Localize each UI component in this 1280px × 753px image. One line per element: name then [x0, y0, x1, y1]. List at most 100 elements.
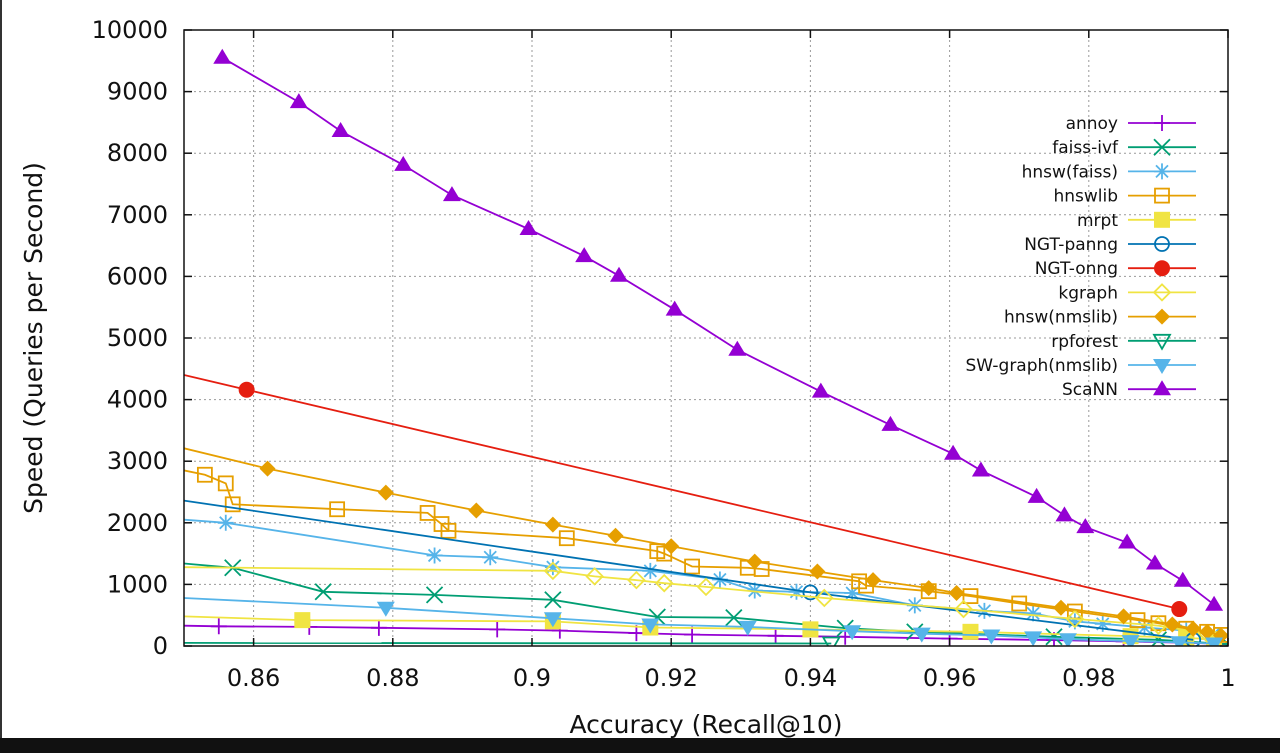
- series-line: [184, 642, 832, 645]
- legend-label: NGT-onng: [1035, 259, 1118, 279]
- legend-entry: hnsw(faiss): [1022, 162, 1196, 182]
- legend-marker: [1152, 283, 1172, 302]
- legend-marker: [1154, 187, 1170, 204]
- data-point: [843, 625, 862, 641]
- data-point: [665, 300, 684, 316]
- data-point: [376, 601, 395, 617]
- series-rpforest: [184, 636, 841, 646]
- data-point: [802, 584, 819, 601]
- grid: [184, 30, 1228, 646]
- legend-label: hnswlib: [1053, 187, 1118, 207]
- frame-bottom-bar: [0, 738, 1280, 753]
- legend-marker: [1154, 236, 1170, 252]
- data-point: [641, 618, 660, 634]
- data-point: [628, 625, 645, 642]
- data-point: [213, 48, 232, 64]
- data-point: [294, 612, 311, 629]
- legend-marker: [1153, 359, 1171, 374]
- y-tick-label: 10000: [92, 16, 168, 44]
- y-tick-label: 5000: [107, 324, 168, 352]
- data-point: [370, 619, 387, 636]
- data-point: [1076, 518, 1095, 534]
- y-tick-label: 6000: [107, 262, 168, 290]
- series-line: [184, 566, 1208, 635]
- data-point: [1027, 487, 1046, 503]
- data-point: [1045, 628, 1063, 646]
- frame-left-rule: [0, 0, 2, 738]
- data-point: [725, 609, 743, 627]
- data-point: [442, 186, 461, 202]
- data-point: [1199, 623, 1216, 640]
- data-point: [544, 516, 561, 533]
- series-group: [184, 48, 1228, 646]
- x-tick-label: 0.96: [923, 664, 976, 692]
- legend-label: SW-graph(nmslib): [965, 356, 1118, 376]
- series-line: [184, 469, 1222, 636]
- legend-marker: [1152, 333, 1172, 351]
- y-tick-label: 4000: [107, 386, 168, 414]
- data-point: [468, 502, 485, 519]
- data-point: [331, 122, 350, 138]
- data-point: [811, 382, 830, 398]
- legend-entry: kgraph: [1058, 283, 1196, 303]
- data-point: [1024, 631, 1043, 646]
- data-point: [1052, 599, 1069, 616]
- y-tick-label: 3000: [107, 447, 168, 475]
- series-NGT-onng: [184, 374, 1188, 618]
- data-point: [544, 591, 562, 609]
- data-point: [196, 466, 213, 483]
- data-point: [224, 496, 241, 513]
- data-point: [543, 561, 563, 581]
- data-point: [426, 547, 443, 564]
- data-point: [1171, 601, 1188, 618]
- data-point: [1115, 608, 1132, 625]
- series-hnsw(faiss): [184, 514, 1223, 642]
- legend-marker: [1153, 380, 1171, 396]
- data-point: [684, 558, 700, 575]
- data-point: [1121, 635, 1140, 646]
- legend-entry: NGT-panng: [1024, 235, 1196, 255]
- x-tick-label: 0.92: [644, 664, 697, 692]
- y-tick-label: 7000: [107, 201, 168, 229]
- legend-entry: hnsw(nmslib): [1004, 308, 1196, 328]
- legend-marker: [1153, 138, 1171, 156]
- legend-entry: faiss-ivf: [1052, 138, 1196, 158]
- legend-label: rpforest: [1051, 332, 1118, 352]
- data-point: [1025, 605, 1042, 622]
- y-tick-label: 1000: [107, 570, 168, 598]
- data-point: [738, 620, 757, 636]
- data-point: [217, 475, 234, 492]
- legend: annoy faiss-ivf hnsw(faiss) hnswlib mrpt NGT-…: [965, 114, 1196, 400]
- data-point: [259, 460, 276, 477]
- data-point: [543, 612, 562, 628]
- data-point: [809, 563, 826, 580]
- data-point: [1164, 616, 1181, 633]
- legend-label: faiss-ivf: [1052, 138, 1119, 158]
- x-tick-label: 0.94: [784, 664, 837, 692]
- y-tick-label: 2000: [107, 509, 168, 537]
- legend-entry: ScaNN: [1062, 380, 1196, 400]
- data-point: [1213, 627, 1228, 644]
- legend-label: hnsw(nmslib): [1004, 308, 1118, 328]
- legend-label: hnsw(faiss): [1022, 162, 1118, 182]
- data-point: [1118, 533, 1137, 549]
- data-point: [1185, 620, 1202, 637]
- legend-entry: mrpt: [1077, 211, 1196, 231]
- legend-entry: NGT-onng: [1035, 259, 1196, 279]
- data-point: [1145, 554, 1164, 570]
- data-point: [815, 588, 834, 608]
- series-hnsw(nmslib): [184, 447, 1228, 644]
- data-point: [788, 583, 805, 600]
- series-ScaNN: [213, 48, 1224, 611]
- data-point: [610, 266, 628, 282]
- data-point: [948, 585, 965, 602]
- data-point: [1066, 613, 1083, 630]
- data-point: [912, 627, 931, 643]
- data-point: [1170, 636, 1189, 646]
- data-point: [394, 155, 413, 171]
- legend-label: ScaNN: [1062, 380, 1118, 400]
- data-point: [821, 636, 841, 646]
- data-point: [844, 585, 861, 602]
- data-point: [962, 623, 979, 640]
